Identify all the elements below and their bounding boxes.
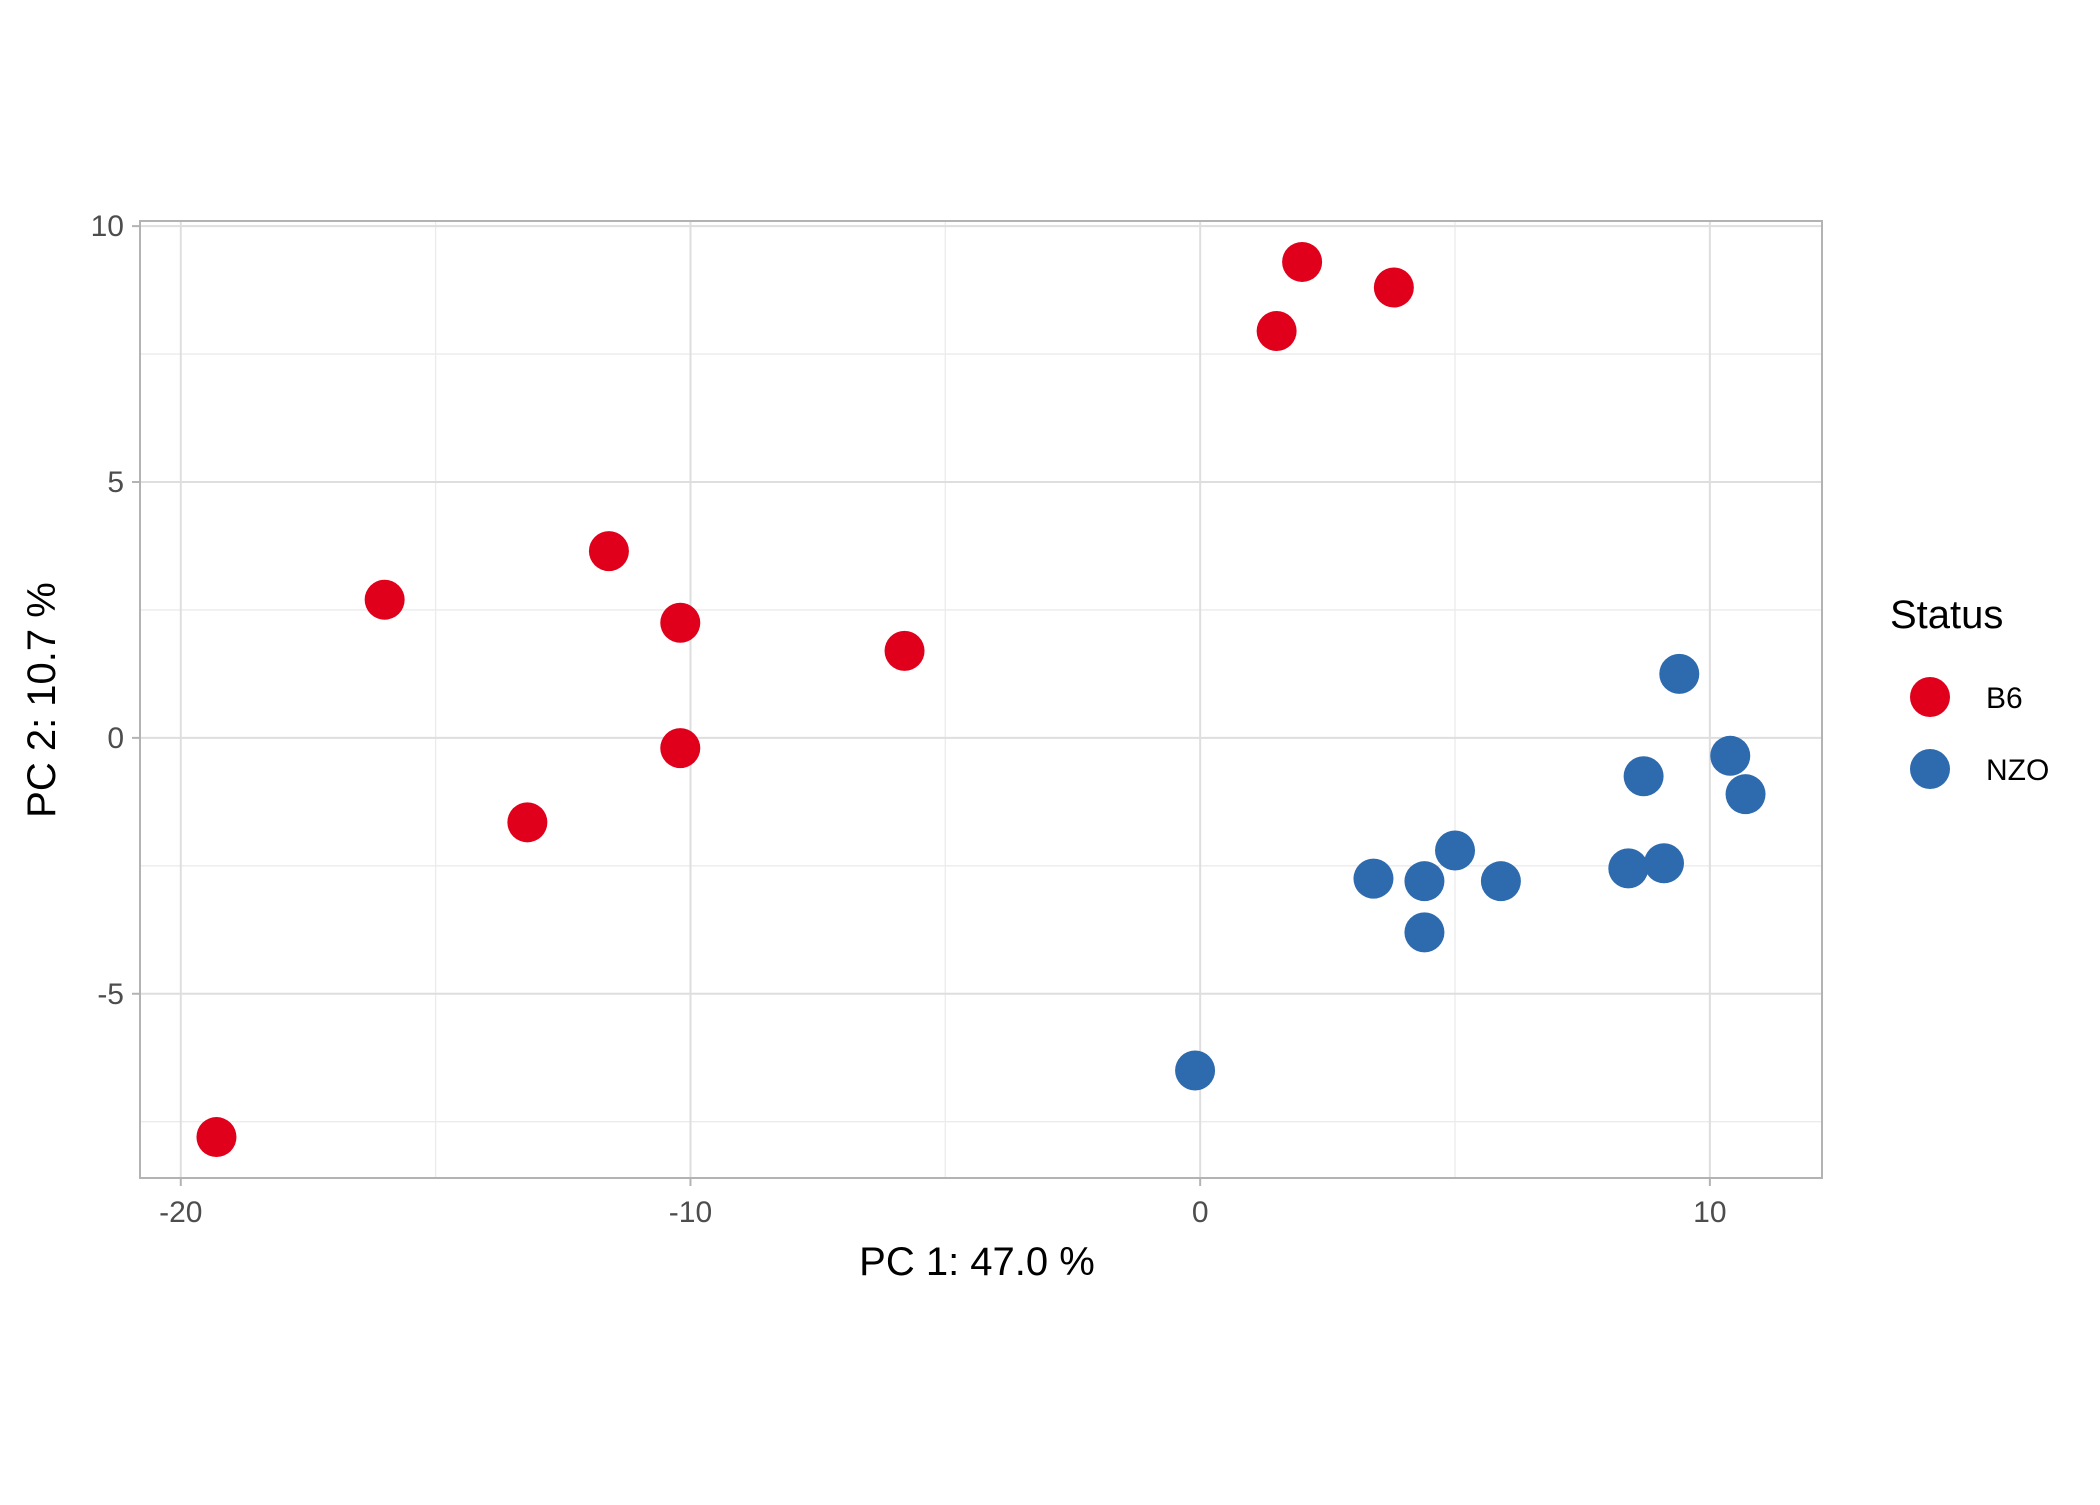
legend-key-b6: [1910, 677, 1950, 717]
x-axis-title: PC 1: 47.0 %: [859, 1240, 1095, 1284]
plot-panel: [139, 220, 1823, 1179]
legend-keys: B6 NZO: [1910, 677, 2049, 789]
y-axis: -5 0 5 10: [91, 210, 140, 1011]
panel-border: [139, 220, 1823, 1179]
legend: Status B6 NZO: [1890, 593, 2049, 789]
data-point-b6: [1256, 311, 1297, 352]
y-tick-label: -5: [97, 978, 124, 1011]
y-tick-label: 0: [107, 722, 124, 755]
series-nzo: [1175, 653, 1766, 1091]
data-point-nzo: [1623, 756, 1664, 797]
data-point-b6: [660, 728, 701, 769]
data-point-b6: [364, 579, 405, 620]
legend-key-nzo: [1910, 749, 1950, 789]
data-point-nzo: [1353, 858, 1394, 899]
y-tick-label: 10: [91, 210, 124, 243]
x-tick-label: -20: [159, 1196, 202, 1229]
x-tick-label: 10: [1693, 1196, 1726, 1229]
legend-label-nzo: NZO: [1986, 754, 2049, 787]
x-tick-label: 0: [1192, 1196, 1209, 1229]
data-point-nzo: [1710, 735, 1751, 776]
legend-title: Status: [1890, 593, 2003, 637]
legend-label-b6: B6: [1986, 682, 2023, 715]
series-b6: [196, 241, 1414, 1158]
data-point-nzo: [1480, 861, 1521, 902]
data-point-b6: [1282, 241, 1323, 282]
data-point-b6: [507, 802, 548, 843]
data-point-nzo: [1659, 653, 1700, 694]
data-point-b6: [588, 531, 629, 572]
data-point-b6: [660, 602, 701, 643]
data-points: [196, 241, 1766, 1158]
data-point-nzo: [1608, 848, 1649, 889]
data-point-b6: [1373, 267, 1414, 308]
data-point-nzo: [1435, 830, 1476, 871]
data-point-nzo: [1404, 861, 1445, 902]
x-tick-label: -10: [669, 1196, 712, 1229]
data-point-b6: [196, 1117, 237, 1158]
data-point-nzo: [1404, 912, 1445, 953]
data-point-nzo: [1725, 774, 1766, 815]
y-axis-title: PC 2: 10.7 %: [20, 582, 64, 818]
data-point-b6: [884, 630, 925, 671]
data-point-nzo: [1175, 1050, 1216, 1091]
data-point-nzo: [1643, 843, 1684, 884]
y-tick-label: 5: [107, 466, 124, 499]
x-axis: -20 -10 0 10: [159, 1178, 1727, 1229]
